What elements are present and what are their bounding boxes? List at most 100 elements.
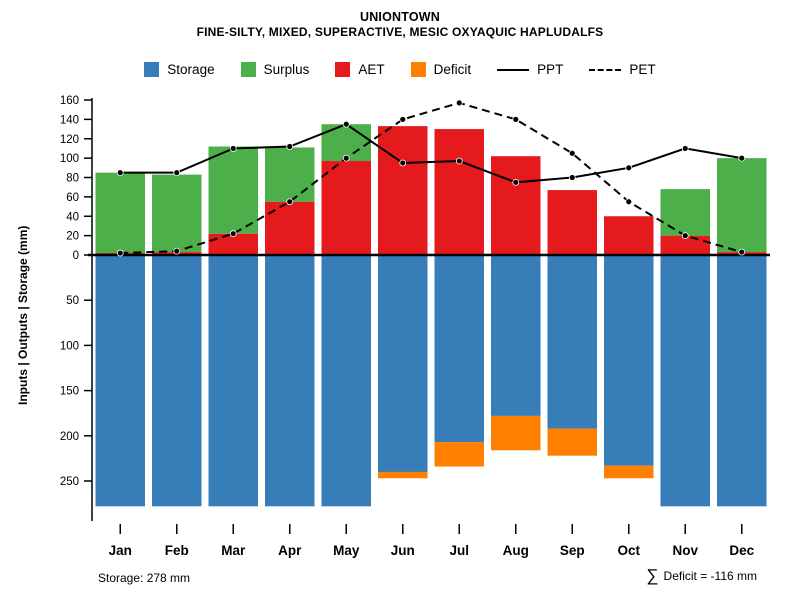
- month-label: Sep: [560, 543, 585, 558]
- legend-label-storage: Storage: [167, 62, 215, 77]
- storage-swatch-icon: [144, 62, 160, 77]
- ppt-marker: [625, 164, 633, 172]
- aet-swatch-icon: [335, 62, 351, 77]
- y-tick-label: 100: [60, 153, 79, 165]
- y-tick-label: 120: [60, 134, 79, 146]
- y-tick-label: 0: [73, 250, 79, 262]
- y-tick-label: 140: [60, 114, 79, 126]
- month-label: Apr: [278, 543, 302, 558]
- month-label: Feb: [165, 543, 189, 558]
- pet-marker: [173, 247, 181, 255]
- pet-marker: [229, 230, 237, 238]
- bar-storage: [604, 255, 654, 466]
- month-label: Jun: [391, 543, 415, 558]
- ppt-marker: [512, 178, 520, 186]
- y-tick-label: 80: [66, 173, 79, 185]
- bar-surplus: [95, 172, 145, 254]
- ppt-marker: [681, 145, 689, 152]
- bar-storage: [321, 255, 371, 507]
- y-tick-label: 60: [66, 192, 79, 204]
- legend-item-storage: Storage: [144, 62, 215, 77]
- deficit-total-label: ∑ Deficit = -116 mm: [646, 567, 757, 584]
- bar-aet: [434, 129, 484, 255]
- y-tick-label: 160: [60, 95, 79, 107]
- bar-surplus: [265, 147, 315, 202]
- legend-label-ppt: PPT: [537, 62, 564, 77]
- bar-storage: [717, 255, 767, 507]
- bar-aet: [604, 216, 654, 255]
- bar-aet: [660, 235, 710, 255]
- bar-storage: [152, 255, 202, 507]
- legend-item-pet: PET: [589, 62, 656, 77]
- legend-label-surplus: Surplus: [263, 62, 310, 77]
- pet-marker: [568, 149, 576, 157]
- pet-dashed-line-icon: [589, 68, 622, 71]
- pet-marker: [512, 115, 520, 123]
- bar-storage: [547, 255, 597, 429]
- pet-marker: [116, 249, 124, 257]
- legend-label-deficit: Deficit: [433, 62, 472, 77]
- pet-marker: [286, 198, 294, 206]
- bar-storage: [208, 255, 258, 507]
- bar-storage: [265, 255, 315, 507]
- bar-storage: [491, 255, 541, 416]
- bar-surplus: [717, 158, 767, 253]
- bar-storage: [378, 255, 428, 472]
- bar-storage: [660, 255, 710, 507]
- month-label: Aug: [503, 543, 529, 558]
- bar-deficit: [547, 428, 597, 456]
- bar-deficit: [378, 471, 428, 479]
- month-label: Dec: [729, 543, 754, 558]
- bar-aet: [265, 201, 315, 255]
- legend-item-aet: AET: [335, 62, 385, 77]
- pet-marker: [455, 99, 463, 107]
- storage-total-label: Storage: 278 mm: [98, 571, 191, 585]
- legend: Storage Surplus AET Deficit PPT PET: [0, 62, 800, 77]
- y-tick-label: 150: [60, 386, 79, 398]
- bar-storage: [434, 255, 484, 443]
- ppt-marker: [173, 169, 181, 177]
- bar-surplus: [208, 146, 258, 234]
- month-label: May: [333, 543, 360, 558]
- deficit-total-text: Deficit = -116 mm: [663, 568, 757, 583]
- surplus-swatch-icon: [240, 62, 256, 77]
- pet-line: [120, 101, 743, 255]
- chart-subtitle: FINE-SILTY, MIXED, SUPERACTIVE, MESIC OX…: [196, 25, 604, 39]
- ppt-marker: [455, 157, 463, 165]
- bar-deficit: [604, 465, 654, 479]
- month-label: Jan: [109, 543, 132, 558]
- ppt-marker: [568, 174, 576, 181]
- month-label: Jul: [449, 543, 469, 558]
- legend-item-deficit: Deficit: [410, 62, 472, 77]
- ppt-marker: [229, 145, 237, 152]
- bar-deficit: [491, 415, 541, 451]
- y-tick-label: 200: [60, 431, 79, 443]
- ppt-marker: [399, 159, 407, 167]
- sigma-symbol: ∑: [646, 566, 659, 585]
- legend-label-pet: PET: [629, 62, 656, 77]
- pet-marker: [681, 232, 689, 240]
- deficit-swatch-icon: [410, 62, 426, 77]
- bar-aet: [378, 126, 428, 255]
- chart-title: UNIONTOWN: [359, 10, 441, 24]
- ppt-line: [120, 123, 742, 184]
- bar-surplus: [152, 174, 202, 253]
- month-label: Nov: [672, 543, 698, 558]
- ppt-marker: [342, 120, 350, 128]
- bar-aet: [208, 233, 258, 255]
- y-tick-label: 50: [66, 295, 79, 307]
- y-tick-label: 20: [66, 231, 79, 243]
- pet-marker: [738, 248, 746, 256]
- bar-surplus: [660, 189, 710, 236]
- bar-aet: [321, 161, 371, 255]
- bar-aet: [547, 190, 597, 255]
- y-tick-label: 100: [60, 340, 79, 352]
- legend-item-surplus: Surplus: [240, 62, 310, 77]
- bar-storage: [95, 255, 145, 507]
- pet-marker: [342, 154, 350, 162]
- legend-label-aet: AET: [358, 62, 385, 77]
- month-label: Mar: [221, 543, 246, 558]
- legend-item-ppt: PPT: [497, 62, 563, 77]
